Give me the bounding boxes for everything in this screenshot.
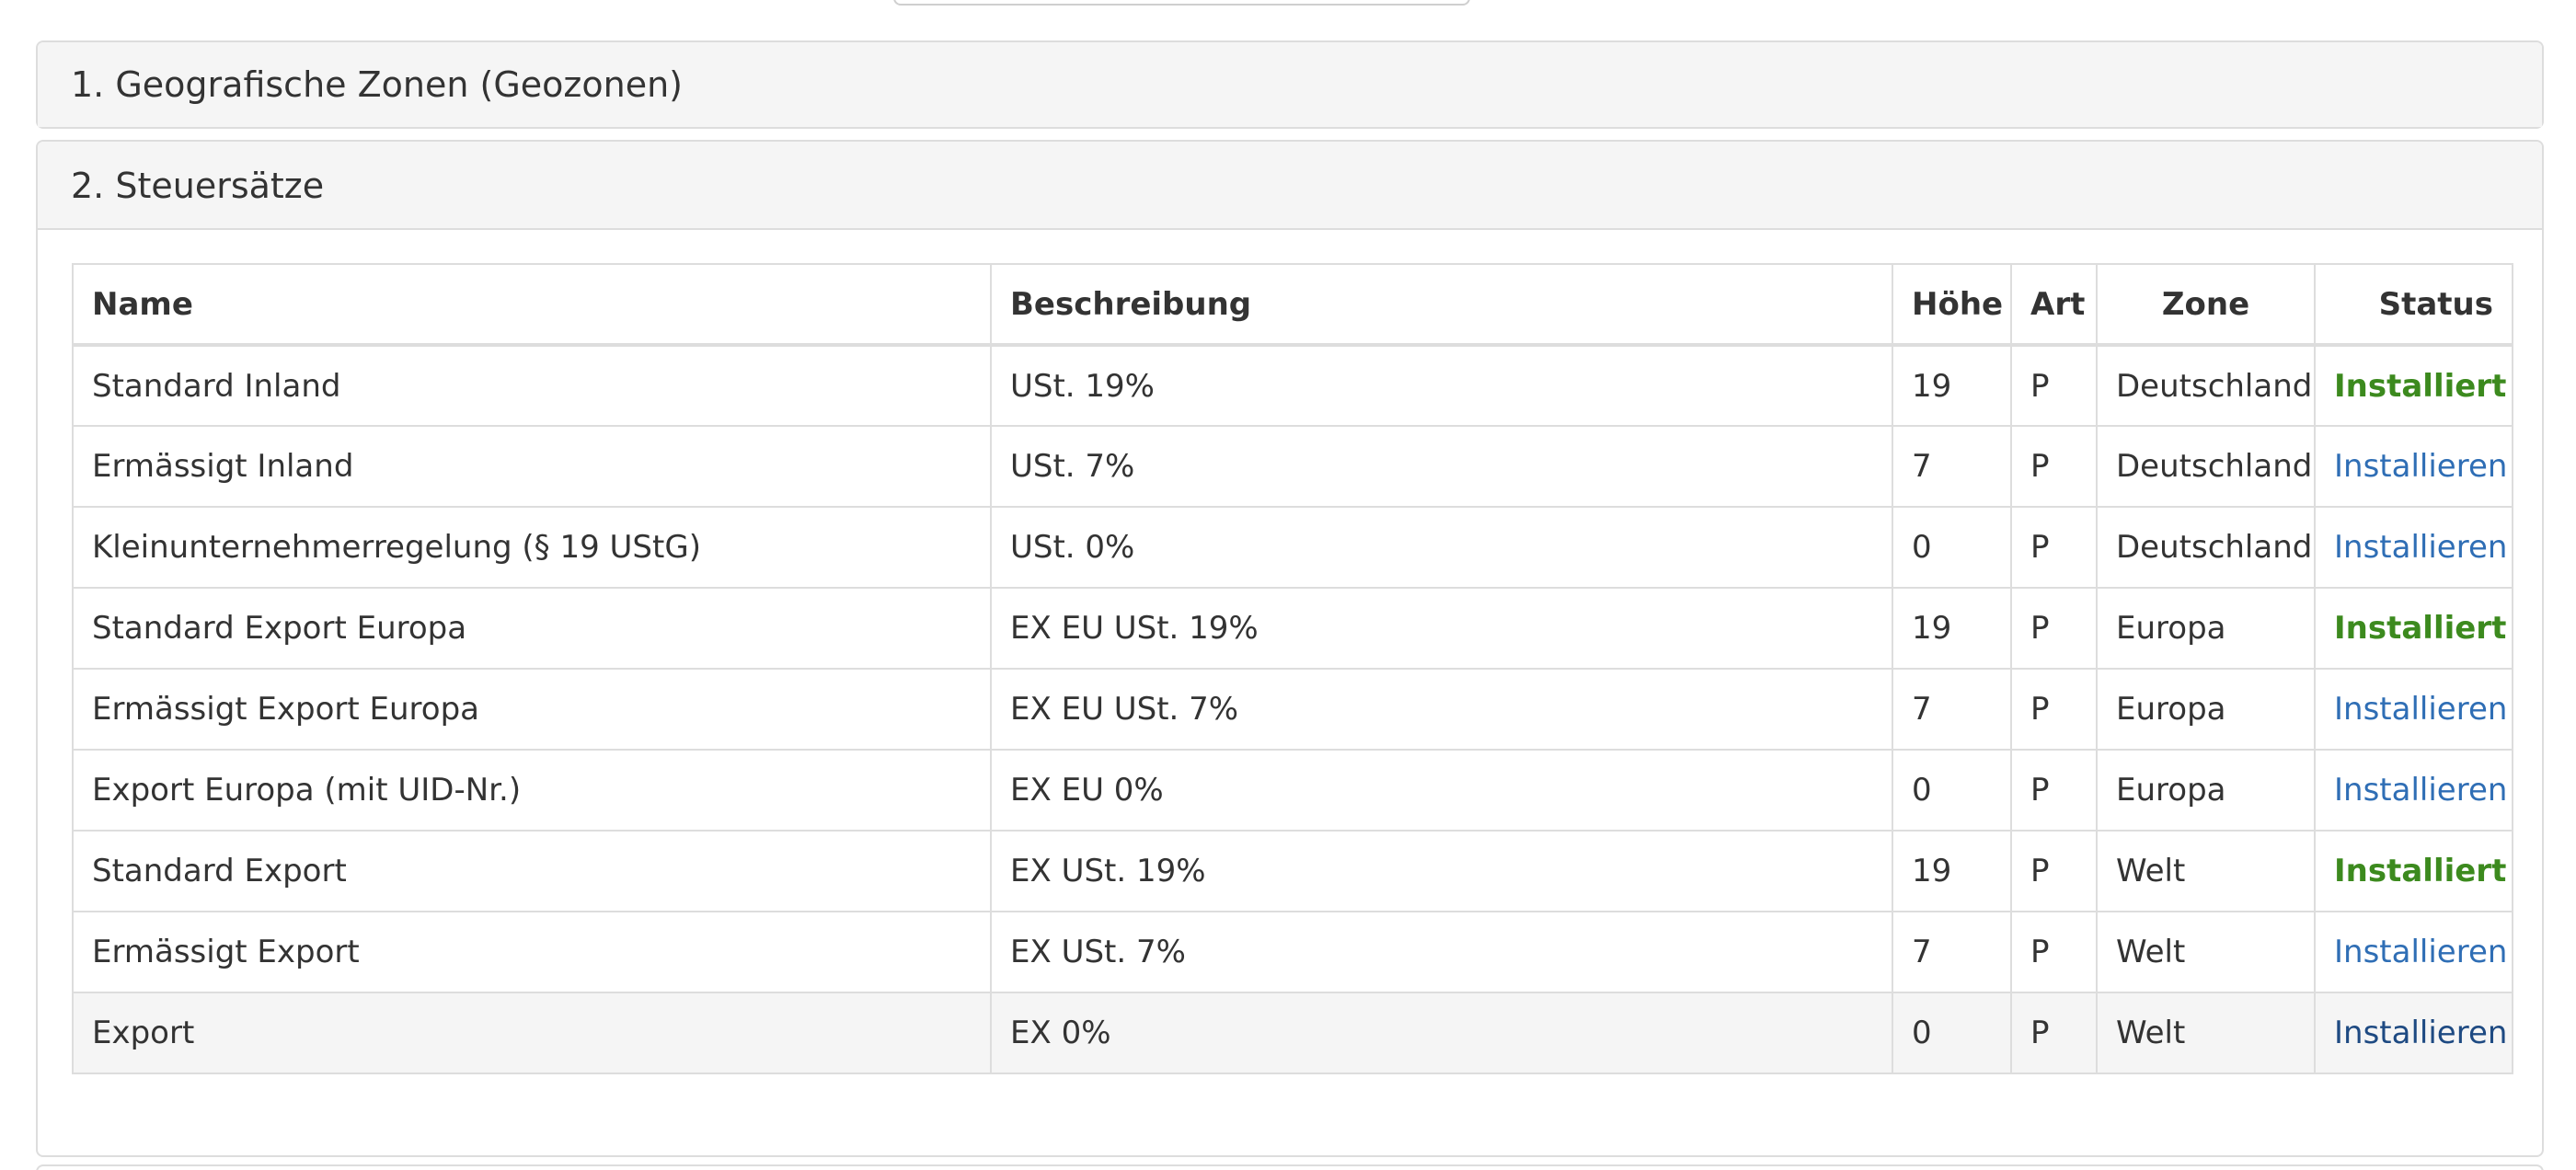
cell-description: USt. 7% bbox=[990, 425, 1893, 508]
top-select-box[interactable] bbox=[893, 0, 1470, 6]
cell-zone: Deutschland bbox=[2096, 344, 2316, 427]
install-link[interactable]: Installieren bbox=[2334, 1015, 2508, 1051]
cell-rate: 0 bbox=[1892, 992, 2012, 1074]
cell-description: USt. 19% bbox=[990, 344, 1893, 427]
cell-name: Ermässigt Export bbox=[72, 911, 992, 993]
cell-status: Installiert bbox=[2314, 344, 2513, 427]
cell-rate: 7 bbox=[1892, 425, 2012, 508]
cell-status: Installieren bbox=[2314, 425, 2513, 508]
cell-status: Installiert bbox=[2314, 587, 2513, 670]
column-header-rate: Höhe bbox=[1892, 263, 2012, 347]
cell-type: P bbox=[2010, 992, 2098, 1074]
cell-rate: 19 bbox=[1892, 587, 2012, 670]
cell-rate: 19 bbox=[1892, 830, 2012, 912]
status-installed-label: Installiert bbox=[2334, 853, 2507, 889]
table-body: Standard Inland USt. 19% 19 P Deutschlan… bbox=[72, 344, 2513, 1074]
cell-description: USt. 0% bbox=[990, 506, 1893, 589]
cell-rate: 7 bbox=[1892, 668, 2012, 751]
cell-name: Standard Inland bbox=[72, 344, 992, 427]
cell-name: Ermässigt Export Europa bbox=[72, 668, 992, 751]
cell-name: Ermässigt Inland bbox=[72, 425, 992, 508]
table-row: Export EX 0% 0 P Welt Installieren bbox=[72, 992, 2513, 1074]
cell-status: Installieren bbox=[2314, 911, 2513, 993]
cell-zone: Deutschland bbox=[2096, 506, 2316, 589]
cell-status: Installieren bbox=[2314, 668, 2513, 751]
cell-zone: Deutschland bbox=[2096, 425, 2316, 508]
table-row: Ermässigt Inland USt. 7% 7 P Deutschland… bbox=[72, 425, 2513, 508]
table-row: Standard Export Europa EX EU USt. 19% 19… bbox=[72, 587, 2513, 670]
cell-name: Standard Export bbox=[72, 830, 992, 912]
install-link[interactable]: Installieren bbox=[2334, 934, 2508, 970]
cell-rate: 0 bbox=[1892, 506, 2012, 589]
panel-geozones: 1. Geografische Zonen (Geozonen) bbox=[36, 40, 2544, 129]
cell-zone: Welt bbox=[2096, 911, 2316, 993]
cell-zone: Welt bbox=[2096, 992, 2316, 1074]
install-link[interactable]: Installieren bbox=[2334, 691, 2508, 728]
cell-type: P bbox=[2010, 911, 2098, 993]
cell-name: Export bbox=[72, 992, 992, 1074]
cell-name: Standard Export Europa bbox=[72, 587, 992, 670]
column-header-type: Art bbox=[2010, 263, 2098, 347]
cell-status: Installieren bbox=[2314, 992, 2513, 1074]
cell-rate: 0 bbox=[1892, 749, 2012, 832]
cell-rate: 7 bbox=[1892, 911, 2012, 993]
column-header-status: Status bbox=[2314, 263, 2513, 347]
table-row: Standard Export EX USt. 19% 19 P Welt In… bbox=[72, 830, 2513, 912]
cell-type: P bbox=[2010, 587, 2098, 670]
column-header-zone: Zone bbox=[2096, 263, 2316, 347]
cell-type: P bbox=[2010, 506, 2098, 589]
table-row: Ermässigt Export Europa EX EU USt. 7% 7 … bbox=[72, 668, 2513, 751]
cell-description: EX EU 0% bbox=[990, 749, 1893, 832]
install-link[interactable]: Installieren bbox=[2334, 529, 2508, 566]
table-header-row: Name Beschreibung Höhe Art Zone Status bbox=[72, 263, 2513, 347]
table-row: Export Europa (mit UID-Nr.) EX EU 0% 0 P… bbox=[72, 749, 2513, 832]
table-row: Ermässigt Export EX USt. 7% 7 P Welt Ins… bbox=[72, 911, 2513, 993]
table-row: Kleinunternehmerregelung (§ 19 UStG) USt… bbox=[72, 506, 2513, 589]
cell-type: P bbox=[2010, 668, 2098, 751]
panel-heading-tax-rates[interactable]: 2. Steuersätze bbox=[38, 142, 2542, 230]
install-link[interactable]: Installieren bbox=[2334, 448, 2508, 485]
status-installed-label: Installiert bbox=[2334, 367, 2507, 405]
status-installed-label: Installiert bbox=[2334, 610, 2507, 647]
cell-status: Installiert bbox=[2314, 830, 2513, 912]
cell-rate: 19 bbox=[1892, 344, 2012, 427]
table-row: Standard Inland USt. 19% 19 P Deutschlan… bbox=[72, 344, 2513, 427]
cell-description: EX 0% bbox=[990, 992, 1893, 1074]
panel-heading-geozones[interactable]: 1. Geografische Zonen (Geozonen) bbox=[38, 42, 2542, 127]
cell-type: P bbox=[2010, 830, 2098, 912]
panel-next bbox=[36, 1164, 2544, 1170]
column-header-name: Name bbox=[72, 263, 992, 347]
cell-description: EX EU USt. 7% bbox=[990, 668, 1893, 751]
install-link[interactable]: Installieren bbox=[2334, 772, 2508, 809]
cell-zone: Europa bbox=[2096, 587, 2316, 670]
tax-rates-table: Name Beschreibung Höhe Art Zone Status S… bbox=[72, 263, 2513, 1074]
cell-description: EX USt. 19% bbox=[990, 830, 1893, 912]
cell-name: Kleinunternehmerregelung (§ 19 UStG) bbox=[72, 506, 992, 589]
cell-status: Installieren bbox=[2314, 506, 2513, 589]
cell-zone: Europa bbox=[2096, 668, 2316, 751]
panel-tax-rates: 2. Steuersätze Name Beschreibung Höhe Ar… bbox=[36, 140, 2544, 1157]
cell-name: Export Europa (mit UID-Nr.) bbox=[72, 749, 992, 832]
cell-type: P bbox=[2010, 425, 2098, 508]
cell-description: EX USt. 7% bbox=[990, 911, 1893, 993]
cell-type: P bbox=[2010, 344, 2098, 427]
cell-type: P bbox=[2010, 749, 2098, 832]
column-header-description: Beschreibung bbox=[990, 263, 1893, 347]
cell-zone: Welt bbox=[2096, 830, 2316, 912]
cell-zone: Europa bbox=[2096, 749, 2316, 832]
cell-status: Installieren bbox=[2314, 749, 2513, 832]
cell-description: EX EU USt. 19% bbox=[990, 587, 1893, 670]
